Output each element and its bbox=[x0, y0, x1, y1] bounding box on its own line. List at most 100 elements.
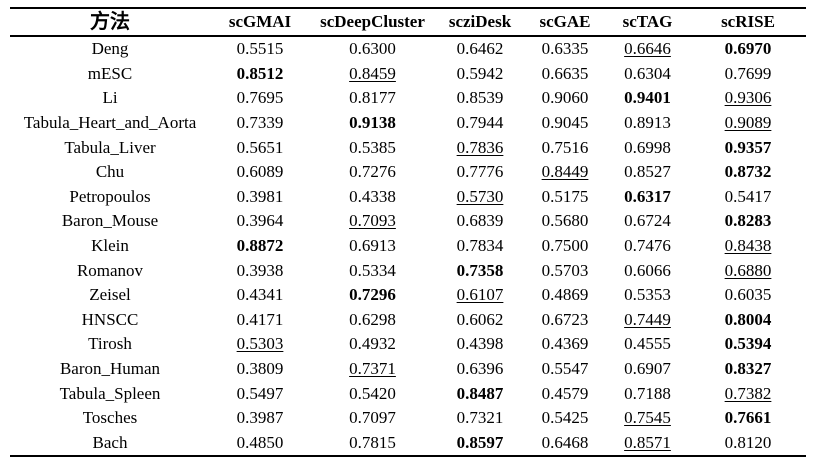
metric-value: 0.8449 bbox=[541, 162, 589, 182]
metric-value: 0.7661 bbox=[724, 408, 772, 428]
metric-value: 0.6839 bbox=[456, 211, 504, 231]
metric-value: 0.7296 bbox=[349, 285, 396, 305]
metric-value: 0.4171 bbox=[236, 309, 284, 329]
metric-value: 0.5651 bbox=[236, 137, 284, 157]
metric-value: 0.8327 bbox=[724, 359, 772, 379]
metric-value: 0.4579 bbox=[541, 383, 589, 403]
table-row: Tosches 0.3987 0.7097 0.7321 0.5425 0.7545 0.7… bbox=[10, 406, 806, 431]
table-row: Deng 0.5515 0.6300 0.6462 0.6335 0.6646 0.6970 bbox=[10, 36, 806, 62]
metric-value: 0.7382 bbox=[724, 383, 772, 403]
dataset-name: HNSCC bbox=[81, 309, 139, 329]
table-row: mESC 0.8512 0.8459 0.5942 0.6635 0.6304 0.7699 bbox=[10, 62, 806, 87]
metric-value: 0.4398 bbox=[456, 334, 504, 354]
table-row: Klein 0.8872 0.6913 0.7834 0.7500 0.7476 0.843… bbox=[10, 234, 806, 259]
metric-value: 0.8539 bbox=[456, 88, 504, 108]
table-row: Tirosh 0.5303 0.4932 0.4398 0.4369 0.4555 0.53… bbox=[10, 332, 806, 357]
column-header-scdeepcluster: scDeepCluster bbox=[320, 12, 425, 31]
metric-value: 0.3938 bbox=[236, 260, 284, 280]
dataset-name: Baron_Mouse bbox=[61, 211, 159, 231]
metric-value: 0.6035 bbox=[724, 285, 772, 305]
metric-value: 0.5303 bbox=[236, 334, 284, 354]
metric-value: 0.7476 bbox=[624, 236, 671, 256]
dataset-name: Zeisel bbox=[89, 285, 131, 305]
metric-value: 0.3964 bbox=[236, 211, 284, 231]
metric-value: 0.6646 bbox=[624, 39, 671, 59]
dataset-name: Tirosh bbox=[88, 334, 132, 354]
metric-value: 0.8438 bbox=[724, 236, 772, 256]
metric-value: 0.8527 bbox=[624, 162, 671, 182]
table-row: Zeisel 0.4341 0.7296 0.6107 0.4869 0.5353 0.60… bbox=[10, 283, 806, 308]
metric-value: 0.6462 bbox=[456, 39, 504, 59]
metric-value: 0.7944 bbox=[456, 113, 504, 133]
dataset-name: Baron_Human bbox=[59, 359, 161, 379]
metric-value: 0.5334 bbox=[349, 260, 396, 280]
metric-value: 0.6913 bbox=[349, 236, 396, 256]
metric-value: 0.7358 bbox=[456, 260, 504, 280]
results-table-container: 方法 scGMAI scDeepCluster scziDesk scGAE scTAG s… bbox=[10, 7, 806, 458]
metric-value: 0.3809 bbox=[236, 359, 284, 379]
metric-value: 0.7188 bbox=[624, 383, 671, 403]
metric-value: 0.9357 bbox=[724, 137, 772, 157]
metric-value: 0.6107 bbox=[456, 285, 504, 305]
table-row: Petropoulos 0.3981 0.4338 0.5730 0.5175 0.631… bbox=[10, 185, 806, 210]
table-row: Baron_Mouse 0.3964 0.7093 0.6839 0.5680 0.672… bbox=[10, 209, 806, 234]
dataset-name: Klein bbox=[91, 236, 129, 256]
metric-value: 0.9401 bbox=[624, 88, 671, 108]
metric-value: 0.9138 bbox=[349, 113, 396, 133]
metric-value: 0.9060 bbox=[541, 88, 589, 108]
table-row: Chu 0.6089 0.7276 0.7776 0.8449 0.8527 0.8732 bbox=[10, 160, 806, 185]
metric-value: 0.4555 bbox=[624, 334, 671, 354]
metric-value: 0.8177 bbox=[349, 88, 396, 108]
metric-value: 0.3981 bbox=[236, 186, 284, 206]
metric-value: 0.6396 bbox=[456, 359, 504, 379]
metric-value: 0.7776 bbox=[456, 162, 504, 182]
metric-value: 0.6880 bbox=[724, 260, 772, 280]
metric-value: 0.5394 bbox=[724, 334, 772, 354]
metric-value: 0.8732 bbox=[724, 162, 772, 182]
metric-value: 0.5515 bbox=[236, 39, 284, 59]
metric-value: 0.8571 bbox=[624, 432, 671, 452]
metric-value: 0.7834 bbox=[456, 236, 504, 256]
metric-value: 0.7695 bbox=[236, 88, 284, 108]
metric-value: 0.7093 bbox=[349, 211, 396, 231]
metric-value: 0.5425 bbox=[541, 408, 589, 428]
table-row: Tabula_Liver 0.5651 0.5385 0.7836 0.7516 0.69… bbox=[10, 135, 806, 160]
metric-value: 0.8512 bbox=[236, 63, 284, 83]
dataset-name: Tabula_Heart_and_Aorta bbox=[23, 113, 197, 133]
metric-value: 0.8487 bbox=[456, 383, 504, 403]
metric-value: 0.7500 bbox=[541, 236, 589, 256]
metric-value: 0.8004 bbox=[724, 309, 772, 329]
metric-value: 0.7836 bbox=[456, 137, 504, 157]
dataset-name: Deng bbox=[91, 39, 129, 59]
metric-value: 0.5942 bbox=[456, 63, 504, 83]
metric-value: 0.6335 bbox=[541, 39, 589, 59]
metric-value: 0.8913 bbox=[624, 113, 671, 133]
metric-value: 0.7321 bbox=[456, 408, 504, 428]
table-header: 方法 scGMAI scDeepCluster scziDesk scGAE scTAG s… bbox=[10, 8, 806, 36]
metric-value: 0.4338 bbox=[349, 186, 396, 206]
table-row: Baron_Human 0.3809 0.7371 0.6396 0.5547 0.690… bbox=[10, 357, 806, 382]
dataset-name: Tosches bbox=[82, 408, 138, 428]
metric-value: 0.6304 bbox=[624, 63, 671, 83]
metric-value: 0.7815 bbox=[349, 432, 396, 452]
dataset-name: Chu bbox=[95, 162, 125, 182]
metric-value: 0.5730 bbox=[456, 186, 504, 206]
metric-value: 0.5680 bbox=[541, 211, 589, 231]
metric-value: 0.4369 bbox=[541, 334, 589, 354]
table-row: Bach 0.4850 0.7815 0.8597 0.6468 0.8571 0.8120 bbox=[10, 431, 806, 457]
table-row: Romanov 0.3938 0.5334 0.7358 0.5703 0.6066 0.6… bbox=[10, 258, 806, 283]
metric-value: 0.6066 bbox=[624, 260, 671, 280]
metric-value: 0.8872 bbox=[236, 236, 284, 256]
dataset-name: Romanov bbox=[76, 260, 144, 280]
metric-value: 0.6723 bbox=[541, 309, 589, 329]
metric-value: 0.6970 bbox=[724, 39, 772, 59]
metric-value: 0.6907 bbox=[624, 359, 671, 379]
metric-value: 0.4850 bbox=[236, 432, 284, 452]
dataset-name: Bach bbox=[92, 432, 128, 452]
metric-value: 0.7449 bbox=[624, 309, 671, 329]
metric-value: 0.6062 bbox=[456, 309, 504, 329]
column-header-scrise: scRISE bbox=[721, 12, 775, 31]
metric-value: 0.5417 bbox=[724, 186, 772, 206]
results-table: 方法 scGMAI scDeepCluster scziDesk scGAE scTAG s… bbox=[10, 7, 806, 458]
metric-value: 0.5703 bbox=[541, 260, 589, 280]
